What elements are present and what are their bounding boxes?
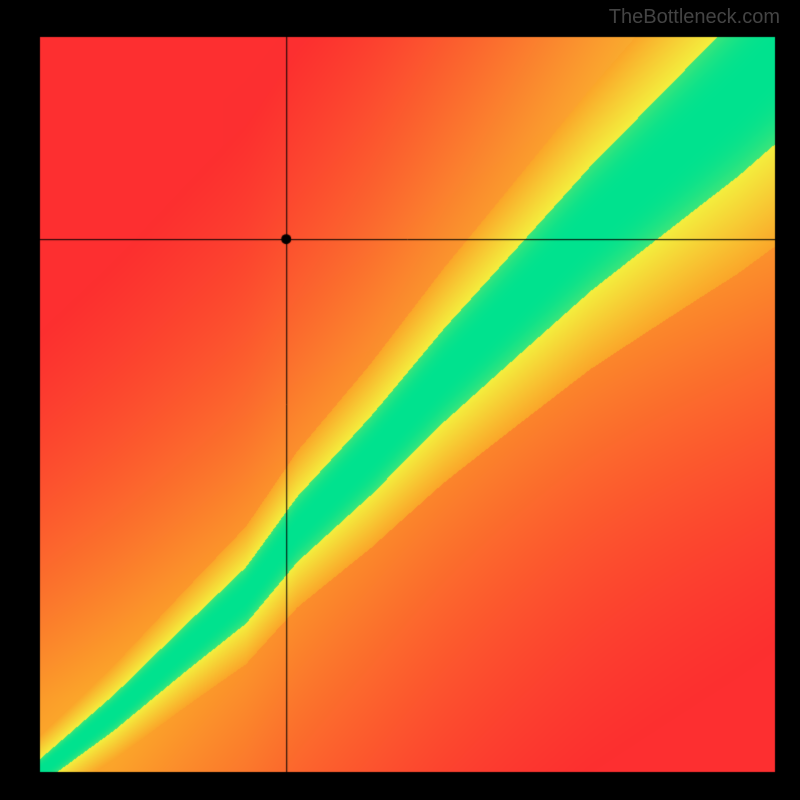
watermark-text: TheBottleneck.com [609,6,780,29]
heatmap-canvas [0,0,800,800]
chart-container: TheBottleneck.com [0,0,800,800]
